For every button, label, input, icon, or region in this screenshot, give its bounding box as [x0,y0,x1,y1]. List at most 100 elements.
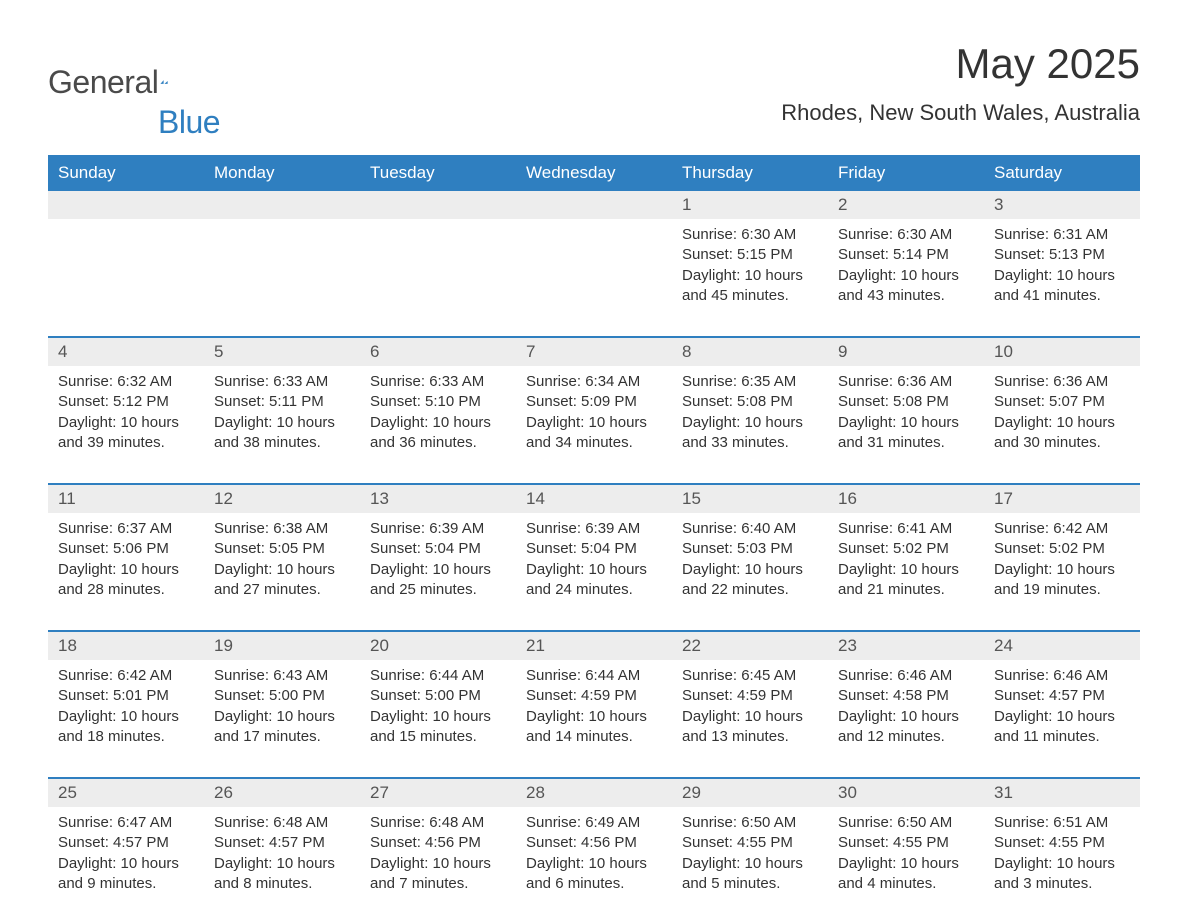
sunset-line: Sunset: 5:10 PM [370,392,506,412]
sunset-line: Sunset: 5:07 PM [994,392,1130,412]
daylight-line: Daylight: 10 hours and 33 minutes. [682,413,818,454]
daylight-line: Daylight: 10 hours and 36 minutes. [370,413,506,454]
sunset-line: Sunset: 5:02 PM [838,539,974,559]
sunrise-line: Sunrise: 6:46 AM [838,666,974,686]
weekday-header: Friday [828,155,984,191]
sunset-line: Sunset: 4:55 PM [994,833,1130,853]
day-cell [204,219,360,336]
day-number: 31 [984,779,1140,807]
day-cell: Sunrise: 6:45 AMSunset: 4:59 PMDaylight:… [672,660,828,777]
daylight-line: Daylight: 10 hours and 41 minutes. [994,266,1130,307]
calendar-week: 123 Sunrise: 6:30 AM Sunset: 5:15 PM Daylig… [48,191,1140,336]
calendar-week: 45678910Sunrise: 6:32 AMSunset: 5:12 PMD… [48,336,1140,483]
sunset-line: Sunset: 5:11 PM [214,392,350,412]
sunrise-line: Sunrise: 6:32 AM [58,372,194,392]
sunset-line: Sunset: 5:05 PM [214,539,350,559]
sunset-line: Sunset: 4:56 PM [370,833,506,853]
sunrise-line: Sunrise: 6:50 AM [682,813,818,833]
sunset-line: Sunset: 5:08 PM [682,392,818,412]
sunrise-line: Sunrise: 6:34 AM [526,372,662,392]
daylight-line: Daylight: 10 hours and 4 minutes. [838,854,974,895]
day-number: 8 [672,338,828,366]
sunrise-line: Sunrise: 6:36 AM [994,372,1130,392]
daylight-line: Daylight: 10 hours and 34 minutes. [526,413,662,454]
day-cell: Sunrise: 6:40 AMSunset: 5:03 PMDaylight:… [672,513,828,630]
sunset-line: Sunset: 4:57 PM [214,833,350,853]
daylight-line: Daylight: 10 hours and 13 minutes. [682,707,818,748]
day-number-row: 25262728293031 [48,779,1140,807]
day-number: 3 [984,191,1140,219]
day-body-row: Sunrise: 6:42 AMSunset: 5:01 PMDaylight:… [48,660,1140,777]
sunset-line: Sunset: 4:59 PM [682,686,818,706]
sunset-line: Sunset: 5:14 PM [838,245,974,265]
sunrise-line: Sunrise: 6:30 AM [838,225,974,245]
day-cell: Sunrise: 6:43 AMSunset: 5:00 PMDaylight:… [204,660,360,777]
day-cell: Sunrise: 6:37 AMSunset: 5:06 PMDaylight:… [48,513,204,630]
day-cell: Sunrise: 6:46 AMSunset: 4:58 PMDaylight:… [828,660,984,777]
weekday-header: Wednesday [516,155,672,191]
day-number: 25 [48,779,204,807]
daylight-line: Daylight: 10 hours and 14 minutes. [526,707,662,748]
daylight-line: Daylight: 10 hours and 22 minutes. [682,560,818,601]
daylight-line: Daylight: 10 hours and 18 minutes. [58,707,194,748]
daylight-line: Daylight: 10 hours and 5 minutes. [682,854,818,895]
day-cell: Sunrise: 6:42 AMSunset: 5:02 PMDaylight:… [984,513,1140,630]
day-cell: Sunrise: 6:34 AMSunset: 5:09 PMDaylight:… [516,366,672,483]
day-number: 22 [672,632,828,660]
day-cell: Sunrise: 6:30 AMSunset: 5:15 PMDaylight:… [672,219,828,336]
sunset-line: Sunset: 5:15 PM [682,245,818,265]
day-number: 11 [48,485,204,513]
day-cell: Sunrise: 6:50 AMSunset: 4:55 PMDaylight:… [828,807,984,924]
day-number: 20 [360,632,516,660]
weekday-header: Sunday [48,155,204,191]
sunrise-line: Sunrise: 6:44 AM [370,666,506,686]
daylight-line: Daylight: 10 hours and 3 minutes. [994,854,1130,895]
day-body-row: Sunrise: 6:47 AMSunset: 4:57 PMDaylight:… [48,807,1140,924]
daylight-line: Daylight: 10 hours and 27 minutes. [214,560,350,601]
brand-part1: General [48,64,158,101]
daylight-line: Daylight: 10 hours and 25 minutes. [370,560,506,601]
day-body-row: Sunrise: 6:30 AM Sunset: 5:15 PM Daylight:… [48,219,1140,336]
sunset-line: Sunset: 5:00 PM [214,686,350,706]
day-number: 12 [204,485,360,513]
day-number: 16 [828,485,984,513]
day-cell: Sunrise: 6:38 AMSunset: 5:05 PMDaylight:… [204,513,360,630]
day-number: 18 [48,632,204,660]
sunset-line: Sunset: 4:57 PM [994,686,1130,706]
day-number: 10 [984,338,1140,366]
brand-logo: General [48,64,206,101]
calendar: Sunday Monday Tuesday Wednesday Thursday… [48,155,1140,924]
daylight-line: Daylight: 10 hours and 9 minutes. [58,854,194,895]
daylight-line: Daylight: 10 hours and 12 minutes. [838,707,974,748]
calendar-week: 25262728293031Sunrise: 6:47 AMSunset: 4:… [48,777,1140,924]
sunset-line: Sunset: 4:57 PM [58,833,194,853]
day-number: 23 [828,632,984,660]
day-cell: Sunrise: 6:30 AMSunset: 5:14 PMDaylight:… [828,219,984,336]
sunrise-line: Sunrise: 6:49 AM [526,813,662,833]
sunrise-line: Sunrise: 6:51 AM [994,813,1130,833]
sunrise-line: Sunrise: 6:48 AM [214,813,350,833]
sunset-line: Sunset: 5:04 PM [370,539,506,559]
sunrise-line: Sunrise: 6:47 AM [58,813,194,833]
sunrise-line: Sunrise: 6:36 AM [838,372,974,392]
brand-part2: Blue [158,104,220,140]
daylight-line: Daylight: 10 hours and 8 minutes. [214,854,350,895]
day-number: 14 [516,485,672,513]
day-number: 13 [360,485,516,513]
daylight-line: Daylight: 10 hours and 6 minutes. [526,854,662,895]
day-cell: Sunrise: 6:47 AMSunset: 4:57 PMDaylight:… [48,807,204,924]
sunrise-line: Sunrise: 6:40 AM [682,519,818,539]
day-number: 24 [984,632,1140,660]
day-number: 17 [984,485,1140,513]
day-number-row: 123 [48,191,1140,219]
daylight-line: Daylight: 10 hours and 30 minutes. [994,413,1130,454]
sunrise-line: Sunrise: 6:46 AM [994,666,1130,686]
day-number-row: 11121314151617 [48,485,1140,513]
sunset-line: Sunset: 5:06 PM [58,539,194,559]
day-cell: Sunrise: 6:42 AMSunset: 5:01 PMDaylight:… [48,660,204,777]
sunset-line: Sunset: 5:02 PM [994,539,1130,559]
page-subtitle: Rhodes, New South Wales, Australia [781,100,1140,126]
day-cell: Sunrise: 6:39 AMSunset: 5:04 PMDaylight:… [516,513,672,630]
day-cell: Sunrise: 6:48 AMSunset: 4:57 PMDaylight:… [204,807,360,924]
daylight-line: Daylight: 10 hours and 43 minutes. [838,266,974,307]
